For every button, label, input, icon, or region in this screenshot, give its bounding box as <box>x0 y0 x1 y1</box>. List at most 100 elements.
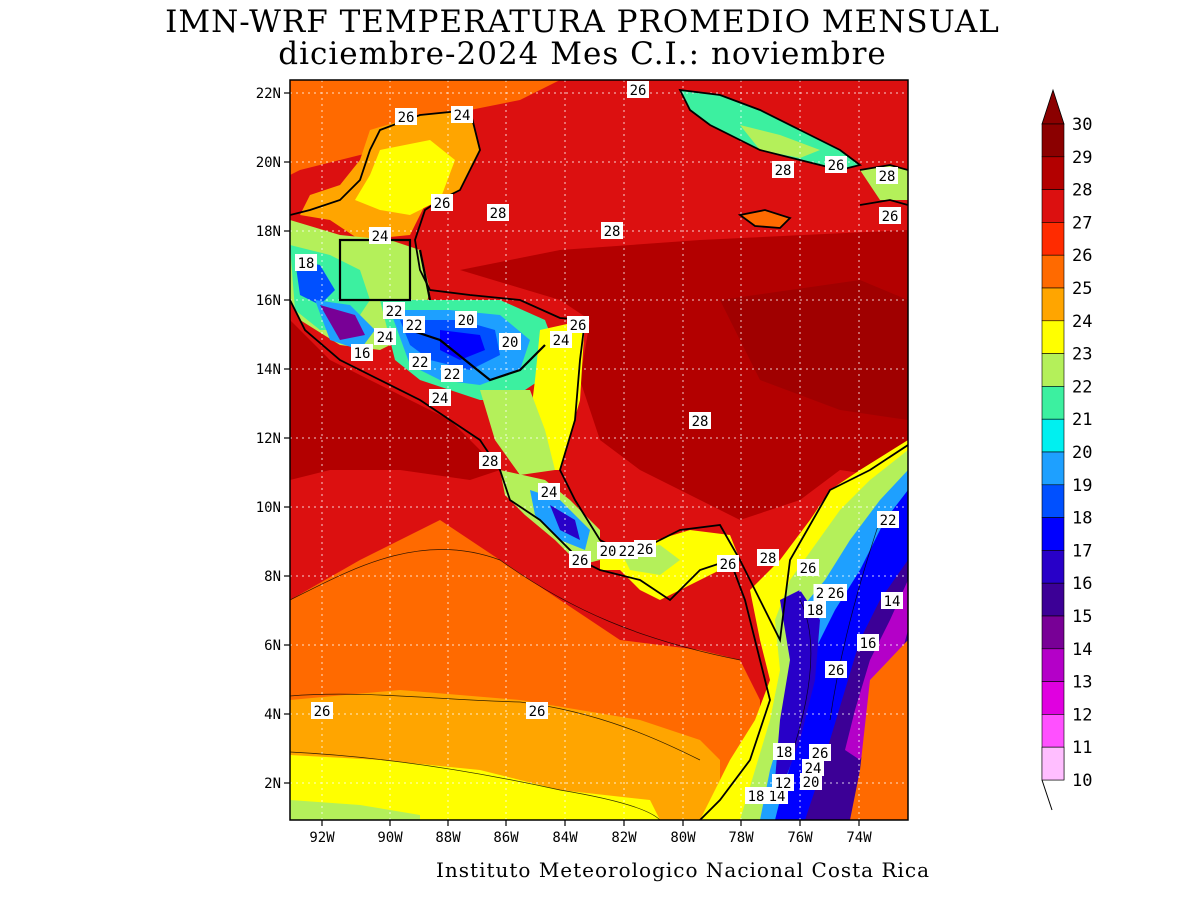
contour-value-label: 20 <box>597 542 619 560</box>
lat-tick-label: 14N <box>256 362 281 378</box>
credit-footer: Instituto Meteorologico Nacional Costa R… <box>436 858 931 882</box>
lat-tick-label: 22N <box>256 86 281 102</box>
contour-value-label: 24 <box>369 227 391 245</box>
contour-label-text: 24 <box>454 108 471 124</box>
colorbar-level-label: 20 <box>1072 443 1092 463</box>
colorbar-legend: 30 29 28 27 26 25 24 23 22 21 20 19 18 17 16 15 14 13 12 11… <box>1041 88 1092 811</box>
colorbar-level-label: 19 <box>1072 476 1092 496</box>
contour-label-box <box>857 634 879 651</box>
contour-value-label: 28 <box>757 549 779 567</box>
contour-label-text: 26 <box>800 561 817 577</box>
colorbar-swatch <box>1041 582 1065 617</box>
contour-value-label: 22 <box>409 353 431 371</box>
contour-label-box <box>772 774 794 791</box>
colorbar-level-label: 29 <box>1072 148 1092 168</box>
contour-label-box <box>429 389 451 406</box>
contour-value-label: 20 <box>499 333 521 351</box>
contour-value-label: 26 <box>569 551 591 569</box>
lon-tick-label: 76W <box>787 830 813 846</box>
contour-label-text: 22 <box>619 544 636 560</box>
contour-label-box <box>311 702 333 719</box>
contour-value-label: 28 <box>487 204 509 222</box>
contour-value-label: 26 <box>825 661 847 679</box>
colorbar-swatch <box>1041 451 1065 486</box>
colorbar-bottom-tail <box>1041 779 1053 811</box>
contour-value-label: 22 <box>403 316 425 334</box>
contour-value-label: 24 <box>374 328 396 346</box>
contour-label-text: 28 <box>604 224 621 240</box>
contour-label-box <box>351 344 373 361</box>
contour-label-box <box>455 311 477 328</box>
contour-label-text: 26 <box>529 704 546 720</box>
contour-label-text: 28 <box>775 163 792 179</box>
field-pacific-yellow <box>290 755 660 820</box>
contour-value-label: 22 <box>877 511 899 529</box>
temperature-field <box>290 80 908 820</box>
contour-label-text: 26 <box>828 586 845 602</box>
contour-label-text: 24 <box>372 229 389 245</box>
contour-label-text: 26 <box>434 196 451 212</box>
lat-tick-label: 4N <box>264 707 281 723</box>
colorbar-swatch <box>1041 484 1065 518</box>
land-guatemala-purple <box>320 305 365 340</box>
colorbar-level-label: 22 <box>1072 377 1092 397</box>
contour-value-label: 26 <box>431 194 453 212</box>
map-subtitle: diciembre-2024 Mes C.I.: noviembre <box>278 36 887 72</box>
contour-label-box <box>567 316 589 333</box>
contour-label-box <box>383 302 405 319</box>
contour-value-label: 26 <box>825 584 847 602</box>
contour-label-text: 26 <box>828 663 845 679</box>
lon-tick-label: 80W <box>670 830 696 846</box>
contour-value-label: 26 <box>526 702 548 720</box>
lat-tick-label: 2N <box>264 776 281 792</box>
contour-label-text: 24 <box>541 485 558 501</box>
contour-value-label: 18 <box>295 254 317 272</box>
contour-value-label: 26 <box>717 555 739 573</box>
contour-label-box <box>409 353 431 370</box>
contour-label-box <box>569 551 591 568</box>
contour-label-text: 2 <box>816 586 824 602</box>
contour-value-label: 28 <box>876 167 898 185</box>
contour-label-text: 28 <box>482 454 499 470</box>
contour-label-box <box>800 773 822 790</box>
contour-label-text: 22 <box>386 304 403 320</box>
lon-tick-label: 82W <box>611 830 637 846</box>
colorbar-top-arrow <box>1041 88 1065 125</box>
colorbar-level-label: 12 <box>1072 705 1092 725</box>
lat-tick-label: 18N <box>256 224 281 240</box>
colorbar-level-label: 11 <box>1072 738 1092 758</box>
contour-value-label: 28 <box>601 222 623 240</box>
lon-tick-label: 74W <box>846 830 872 846</box>
contour-label-text: 14 <box>884 594 901 610</box>
colorbar-swatch <box>1041 353 1065 387</box>
contour-value-label: 26 <box>311 702 333 720</box>
colorbar-swatch <box>1041 648 1065 682</box>
latitude-axis: 22N 20N 18N 16N 14N 12N 10N 8N 6N 4N 2N <box>256 86 290 792</box>
contour-value-label: 20 <box>455 311 477 329</box>
lon-tick-label: 78W <box>728 830 754 846</box>
contour-label-text: 28 <box>879 169 896 185</box>
lon-tick-label: 92W <box>309 830 335 846</box>
contour-label-text: 26 <box>812 746 829 762</box>
contour-label-box <box>802 759 824 776</box>
contour-value-label: 24 <box>451 106 473 124</box>
land-yucatan-yellow <box>355 140 455 215</box>
contour-value-label: 14 <box>766 787 788 805</box>
contour-value-label: 26 <box>825 156 847 174</box>
land-nicaragua-green <box>480 390 555 475</box>
contour-label-box <box>538 483 560 500</box>
contour-value-label: 2 <box>813 584 827 602</box>
colorbar-swatch <box>1041 681 1065 715</box>
land-costarica-indigo <box>550 505 580 540</box>
contour-value-label: 16 <box>857 634 879 652</box>
colorbar-level-label: 16 <box>1072 574 1092 594</box>
colorbar-level-label: 21 <box>1072 410 1092 430</box>
colorbar-level-label: 18 <box>1072 509 1092 529</box>
contour-value-label: 12 <box>772 774 794 792</box>
contour-label-box <box>825 584 847 601</box>
lat-tick-label: 12N <box>256 431 281 447</box>
colorbar-level-label: 23 <box>1072 345 1092 365</box>
contour-label-box <box>876 167 898 184</box>
contour-value-label: 26 <box>634 540 656 558</box>
contour-label-box <box>634 540 656 557</box>
